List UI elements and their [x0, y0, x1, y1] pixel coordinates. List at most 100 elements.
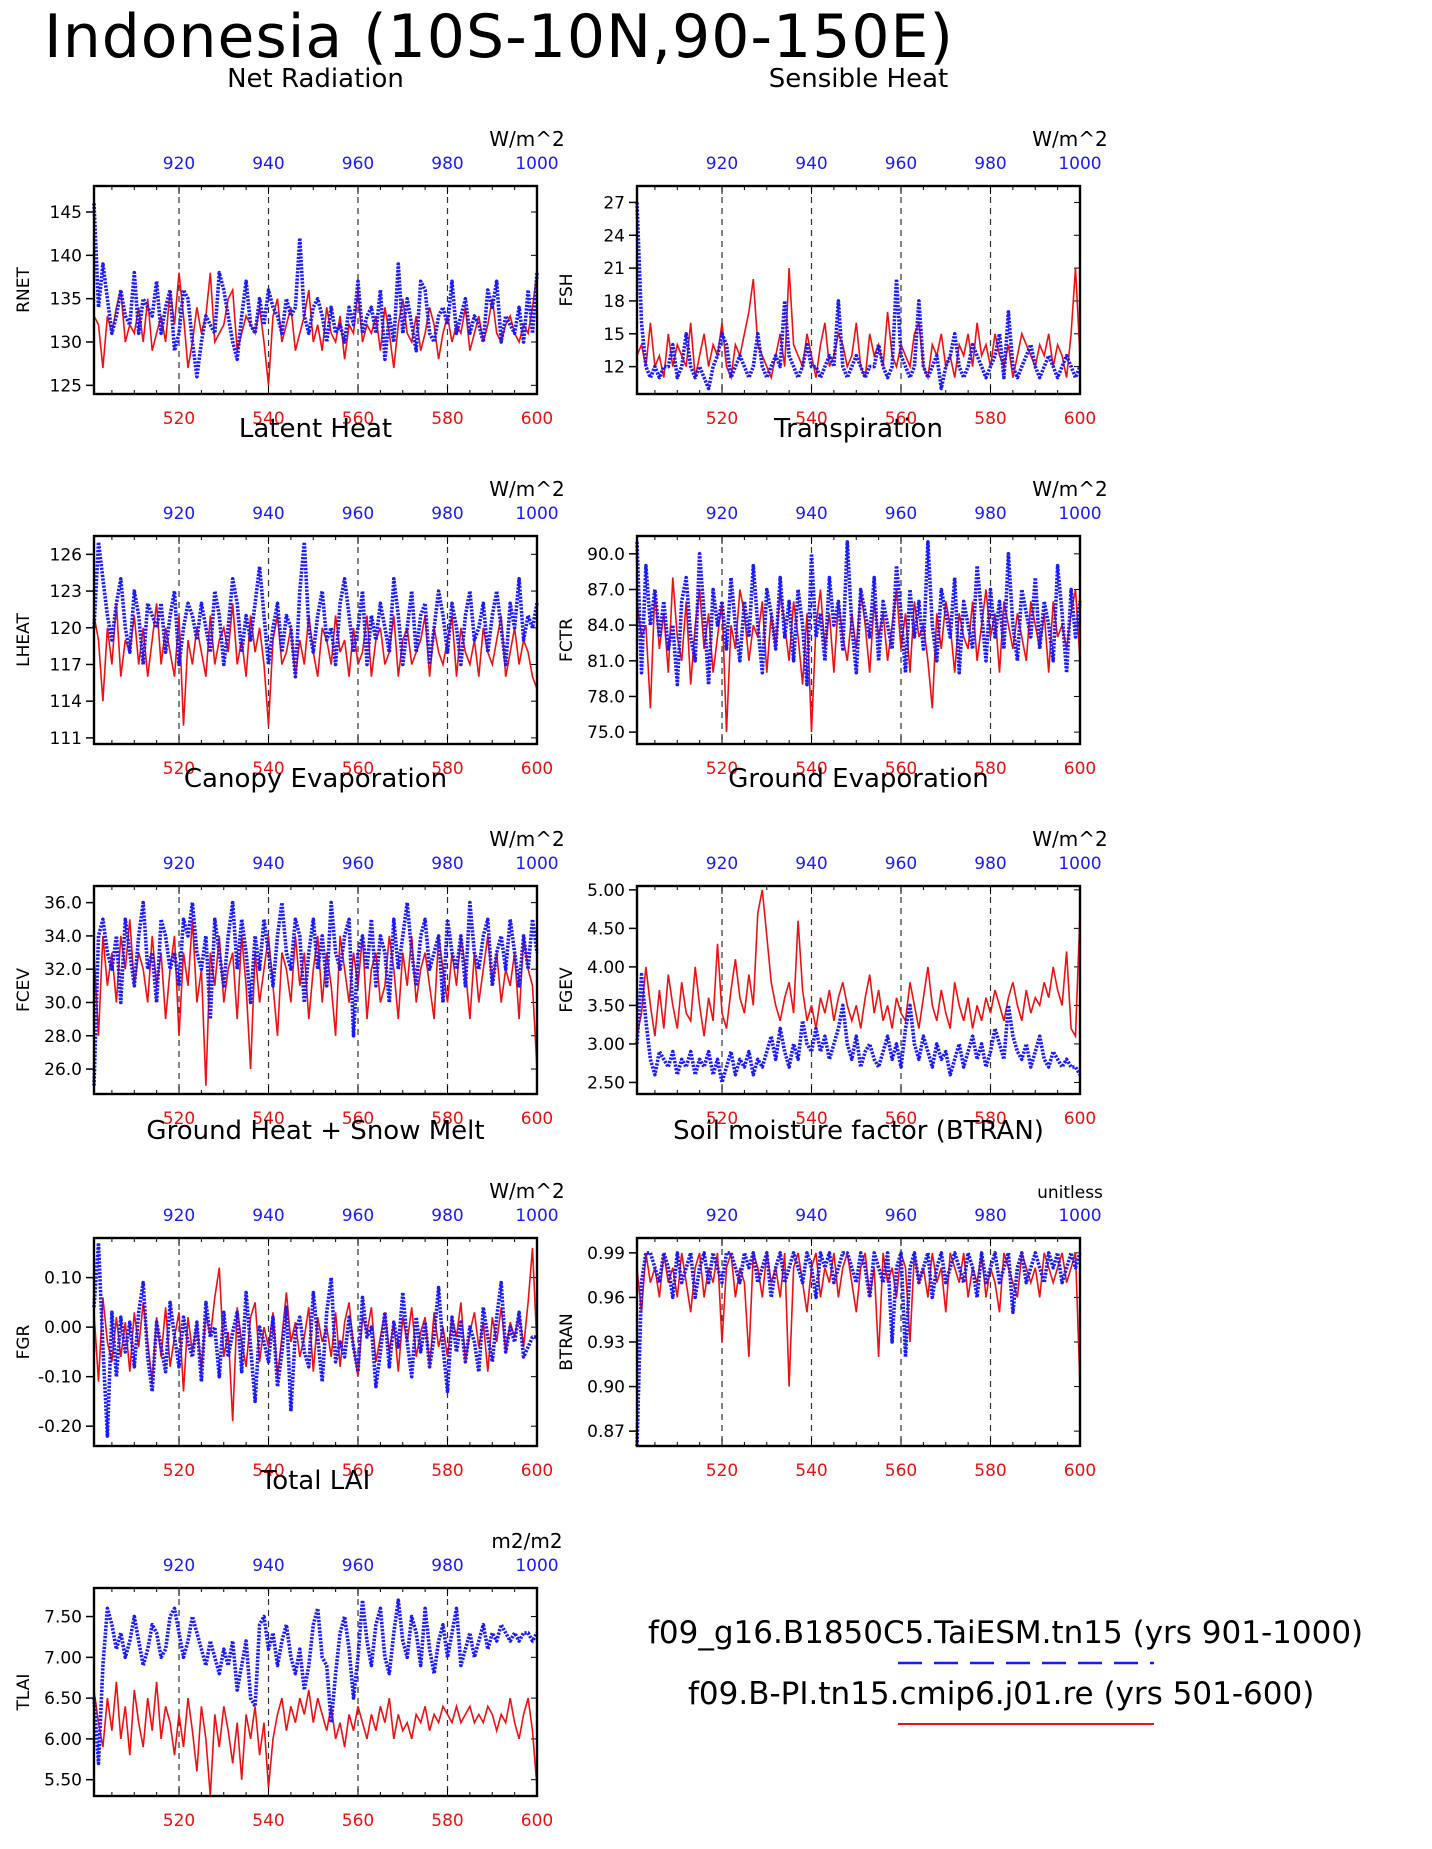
panel-units: W/m^2 [1032, 127, 1107, 151]
y-tick-label: -0.10 [38, 1368, 82, 1388]
bottom-tick-label: 520 [706, 1109, 738, 1129]
series-line-experiment [92, 1241, 537, 1438]
panel-btran: Soil moisture factor (BTRAN) unitless 920 9… [557, 1116, 1103, 1481]
bottom-tick-label: 580 [974, 1461, 1006, 1481]
series-line-control [93, 272, 538, 386]
panel-units: m2/m2 [491, 1529, 562, 1553]
panel-fgev: Ground Evaporation W/m^2 920 940 960 980 1000 5… [557, 764, 1108, 1129]
y-tick-label: 5.50 [44, 1771, 82, 1791]
top-tick-label: 980 [974, 1206, 1006, 1226]
bottom-tick-label: 560 [342, 1461, 374, 1481]
top-tick-label: 980 [974, 854, 1006, 874]
bottom-tick-label: 520 [163, 759, 195, 779]
top-tick-label: 980 [431, 154, 463, 174]
plot-frame [92, 1236, 539, 1448]
top-tick-label: 920 [163, 1556, 195, 1576]
top-tick-label: 940 [252, 1206, 284, 1226]
y-axis-label: FCTR [557, 618, 577, 662]
y-tick-label: 34.0 [44, 927, 82, 947]
top-tick-label: 940 [795, 1206, 827, 1226]
y-tick-label: 130 [50, 333, 82, 353]
panel-title: Ground Heat + Snow Melt [146, 1116, 484, 1146]
y-tick-label: 126 [50, 545, 82, 565]
y-tick-label: 78.0 [587, 687, 625, 707]
y-tick-label: 114 [50, 692, 82, 712]
y-tick-label: 4.00 [587, 958, 625, 978]
y-tick-label: 111 [50, 729, 82, 749]
y-tick-label: 18 [603, 292, 625, 312]
y-tick-label: 7.50 [44, 1608, 82, 1628]
bottom-tick-label: 540 [252, 759, 284, 779]
top-tick-label: 940 [252, 154, 284, 174]
plot-frame [92, 884, 539, 1096]
series-line-experiment [92, 1598, 539, 1766]
series-line-control [636, 1252, 1081, 1387]
top-tick-label: 1000 [1058, 1206, 1101, 1226]
y-tick-label: -0.20 [38, 1417, 82, 1437]
top-tick-label: 980 [431, 1556, 463, 1576]
top-tick-label: 920 [706, 1206, 738, 1226]
y-tick-label: 0.87 [587, 1422, 625, 1442]
y-tick-label: 3.50 [587, 996, 625, 1016]
y-tick-label: 6.50 [44, 1689, 82, 1709]
plot-frame [92, 184, 539, 396]
panel-fcev: Canopy Evaporation W/m^2 920 940 960 980 1000 5… [14, 764, 565, 1129]
y-tick-label: 0.00 [44, 1318, 82, 1338]
bottom-tick-label: 580 [974, 409, 1006, 429]
y-axis-label: LHEAT [14, 613, 34, 667]
top-tick-label: 960 [885, 854, 917, 874]
plot-frame [92, 1586, 539, 1798]
bottom-tick-label: 520 [706, 409, 738, 429]
top-tick-label: 920 [706, 504, 738, 524]
y-tick-label: 123 [50, 582, 82, 602]
top-tick-label: 960 [342, 854, 374, 874]
top-tick-label: 920 [163, 154, 195, 174]
y-tick-label: 75.0 [587, 723, 625, 743]
y-axis-label: FSH [557, 273, 577, 306]
figure-title: Indonesia (10S-10N,90-150E) [44, 2, 954, 72]
top-tick-label: 960 [342, 154, 374, 174]
series-line-experiment [92, 203, 539, 379]
top-tick-label: 1000 [1058, 154, 1101, 174]
panel-tlai: Total LAI m2/m2 920 940 960 980 1000 520 540 560 5… [14, 1466, 563, 1831]
y-tick-label: 30.0 [44, 993, 82, 1013]
top-tick-label: 1000 [1058, 504, 1101, 524]
top-tick-label: 940 [795, 854, 827, 874]
bottom-tick-label: 540 [252, 1461, 284, 1481]
y-axis-label: BTRAN [557, 1313, 577, 1371]
panel-rnet: Net Radiation W/m^2 920 940 960 980 1000 520 540… [14, 64, 565, 429]
bottom-tick-label: 520 [163, 409, 195, 429]
series-line-experiment [635, 972, 1082, 1085]
top-tick-label: 1000 [1058, 854, 1101, 874]
bottom-tick-label: 520 [163, 1811, 195, 1831]
y-tick-label: 0.10 [44, 1269, 82, 1289]
bottom-tick-label: 520 [706, 759, 738, 779]
panel-title: Net Radiation [227, 64, 404, 94]
top-tick-label: 980 [974, 504, 1006, 524]
y-tick-label: 117 [50, 655, 82, 675]
y-tick-label: 2.50 [587, 1073, 625, 1093]
top-tick-label: 1000 [515, 854, 558, 874]
bottom-tick-label: 600 [521, 409, 553, 429]
y-tick-label: 81.0 [587, 652, 625, 672]
legend-experiment-swatch [898, 1661, 1154, 1665]
y-axis-label: FCEV [14, 968, 34, 1012]
plot-frame [635, 534, 1082, 746]
bottom-tick-label: 600 [521, 1811, 553, 1831]
bottom-tick-label: 600 [1064, 759, 1096, 779]
y-tick-label: 36.0 [44, 894, 82, 914]
legend-experiment-label: f09_g16.B1850C5.TaiESM.tn15 (yrs 901-100… [648, 1615, 1364, 1651]
top-tick-label: 1000 [515, 504, 558, 524]
y-tick-label: 28.0 [44, 1027, 82, 1047]
y-tick-label: 27 [603, 193, 625, 213]
y-tick-label: 24 [603, 226, 625, 246]
bottom-tick-label: 540 [252, 1109, 284, 1129]
bottom-tick-label: 600 [521, 1461, 553, 1481]
panel-title: Sensible Heat [769, 64, 948, 94]
top-tick-label: 960 [885, 154, 917, 174]
top-tick-label: 1000 [515, 1556, 558, 1576]
plot-frame [635, 184, 1082, 396]
y-tick-label: 125 [50, 376, 82, 396]
bottom-tick-label: 560 [885, 409, 917, 429]
bottom-tick-label: 600 [1064, 1109, 1096, 1129]
